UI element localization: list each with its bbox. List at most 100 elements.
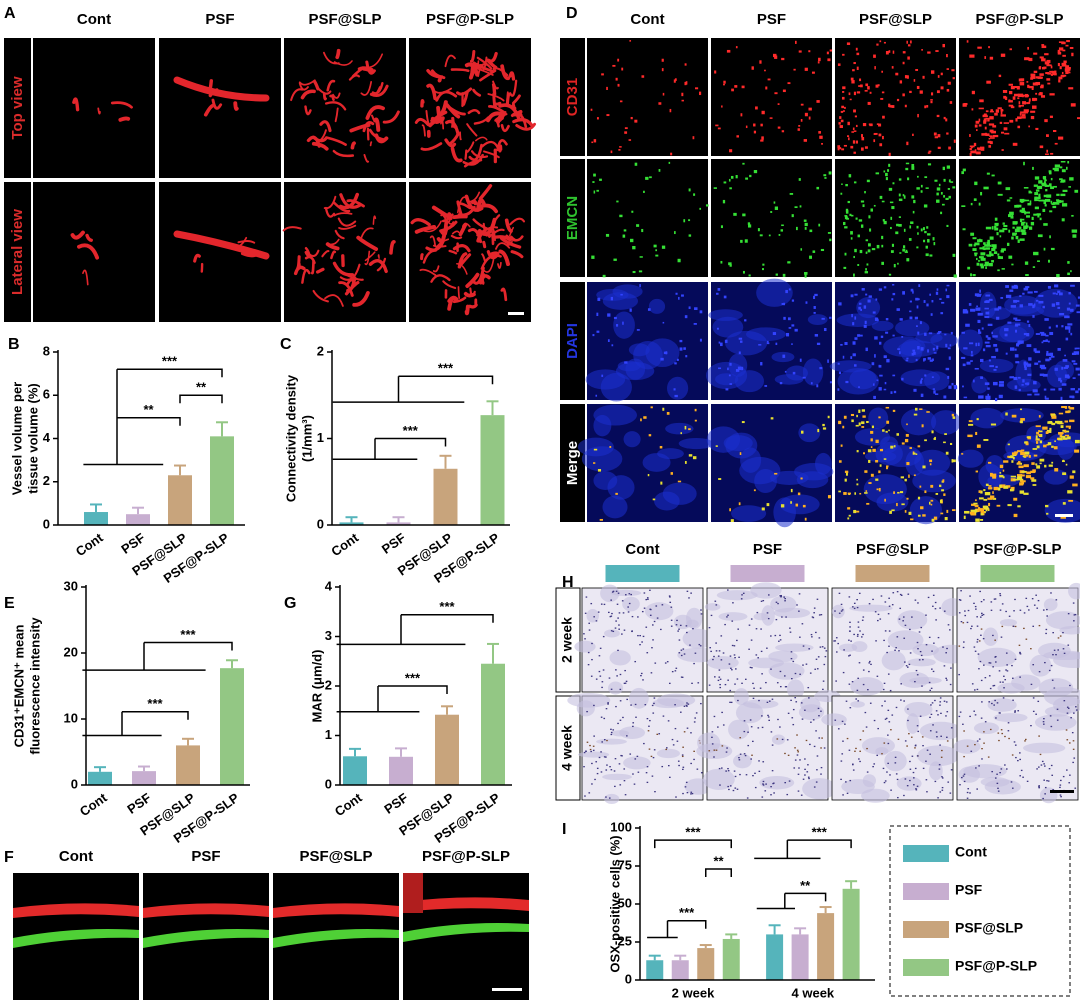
signal xyxy=(953,384,957,387)
signal xyxy=(1028,98,1031,102)
signal xyxy=(1015,300,1020,303)
cell xyxy=(1050,725,1053,728)
cell xyxy=(818,637,821,639)
signal xyxy=(693,323,697,325)
signal xyxy=(929,254,933,257)
signal xyxy=(799,205,802,208)
signal xyxy=(753,123,756,127)
signal xyxy=(931,376,934,378)
signal xyxy=(847,492,851,495)
cell xyxy=(779,670,782,673)
cell xyxy=(808,648,810,650)
cell xyxy=(811,636,813,638)
vessel xyxy=(420,142,443,151)
signal xyxy=(1008,214,1012,218)
cell xyxy=(732,602,734,604)
signal xyxy=(1040,333,1047,336)
signal xyxy=(906,75,909,79)
signal xyxy=(989,236,994,240)
tissue xyxy=(574,640,596,653)
signal xyxy=(827,415,830,419)
signal xyxy=(856,510,860,513)
vessel xyxy=(350,141,356,150)
signal xyxy=(784,370,787,373)
cell xyxy=(664,662,667,664)
signal xyxy=(855,47,858,51)
vessel xyxy=(376,257,387,272)
signal xyxy=(990,423,997,426)
vessel xyxy=(430,274,451,283)
signal xyxy=(908,238,912,241)
cell xyxy=(618,763,621,765)
cell xyxy=(887,742,890,745)
cell xyxy=(619,719,622,721)
signal xyxy=(1004,97,1007,100)
signal xyxy=(999,484,1002,488)
signal xyxy=(1063,366,1068,369)
signal xyxy=(1075,390,1079,394)
signal xyxy=(613,316,617,320)
signal xyxy=(949,344,952,347)
signal xyxy=(973,142,977,147)
cell xyxy=(947,781,950,783)
signal xyxy=(1035,76,1041,79)
cell xyxy=(680,649,683,651)
bar xyxy=(435,714,459,785)
cell xyxy=(857,677,859,679)
cell xyxy=(700,613,703,615)
signal xyxy=(845,380,849,384)
signal xyxy=(1037,360,1041,363)
cell xyxy=(876,675,879,677)
signal xyxy=(1023,287,1029,291)
cell xyxy=(1046,608,1048,611)
cell xyxy=(844,723,846,725)
cell xyxy=(946,711,949,713)
cell xyxy=(694,652,697,654)
signal xyxy=(850,294,854,298)
signal xyxy=(1036,438,1040,441)
signal xyxy=(865,251,868,254)
cell xyxy=(840,760,843,762)
signal xyxy=(841,183,843,185)
cell xyxy=(668,595,671,597)
column-header: Cont xyxy=(77,11,111,28)
signal xyxy=(613,258,617,261)
x-tick-label: PSF xyxy=(381,790,410,817)
signal xyxy=(748,274,751,277)
cell xyxy=(971,625,973,627)
cell xyxy=(596,767,599,770)
cell xyxy=(933,642,935,644)
vessel xyxy=(462,90,469,106)
cell xyxy=(798,767,800,769)
signal xyxy=(1012,96,1016,100)
signal xyxy=(1000,108,1004,112)
signal xyxy=(1024,454,1029,457)
signal xyxy=(1025,274,1029,277)
cell xyxy=(1067,707,1070,709)
bar xyxy=(339,522,364,525)
cell xyxy=(891,604,894,606)
panel-label: I xyxy=(562,821,566,838)
signal xyxy=(804,222,808,227)
signal xyxy=(737,366,741,370)
cell xyxy=(641,641,643,643)
cell xyxy=(619,688,622,691)
signal xyxy=(774,55,778,59)
cell xyxy=(856,689,859,691)
vessel xyxy=(445,102,461,119)
cell xyxy=(649,719,651,722)
cell xyxy=(687,703,690,705)
signal xyxy=(944,433,947,436)
vessel xyxy=(414,224,437,234)
cell xyxy=(610,769,613,771)
signal xyxy=(1002,476,1005,479)
signal xyxy=(990,109,993,112)
signal xyxy=(1025,286,1030,289)
signal xyxy=(669,108,672,113)
signal xyxy=(868,215,871,219)
cell xyxy=(1019,752,1021,754)
signal xyxy=(902,51,906,54)
signal xyxy=(1021,232,1027,235)
signal xyxy=(897,491,900,494)
cell xyxy=(595,678,598,680)
